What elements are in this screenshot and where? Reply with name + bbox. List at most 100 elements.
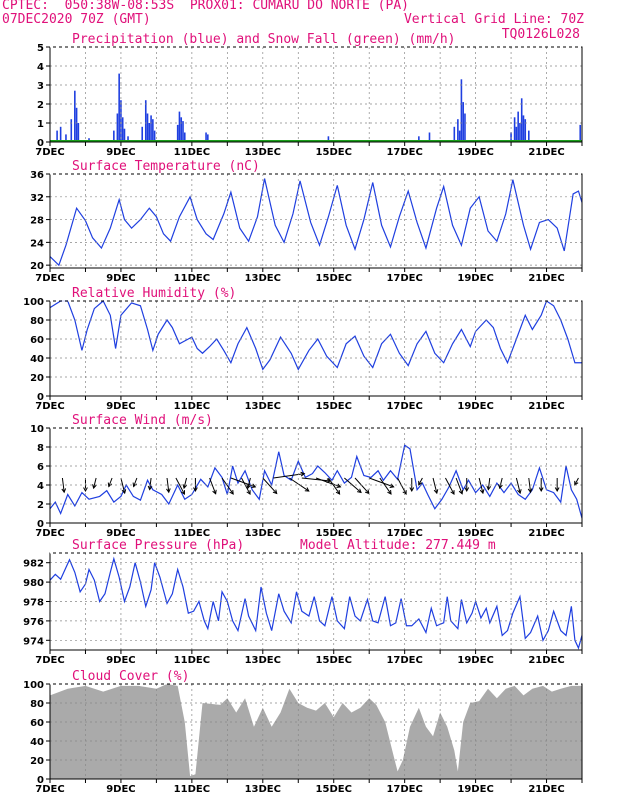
- precip-bar: [70, 119, 73, 142]
- y-tick-label: 20: [30, 261, 44, 272]
- panel-title: Surface Wind (m/s): [72, 413, 213, 428]
- x-tick-label: 13DEC: [245, 273, 281, 284]
- precip-bar: [522, 115, 525, 142]
- y-tick-label: 980: [23, 578, 44, 589]
- y-tick-label: 100: [23, 680, 44, 691]
- x-tick-label: 11DEC: [174, 528, 210, 539]
- y-tick-label: 60: [30, 335, 44, 346]
- precip-bar: [121, 117, 124, 142]
- wind-arrow: [247, 477, 251, 489]
- series-line: [49, 444, 583, 519]
- precip-bar: [464, 113, 466, 142]
- wind-arrow-head: [166, 488, 171, 494]
- y-tick-label: 0: [37, 775, 44, 786]
- x-tick-label: 11DEC: [174, 655, 210, 666]
- panel-frame: [49, 46, 583, 143]
- precip-bar: [428, 132, 431, 142]
- wind-arrow-head: [357, 488, 362, 494]
- precip-bar: [519, 123, 521, 142]
- precip-bar: [182, 121, 184, 142]
- x-tick-label: 7DEC: [35, 528, 64, 539]
- wind-arrow-head: [92, 484, 97, 490]
- precip-bar: [528, 130, 530, 142]
- wind-arrow-head: [229, 489, 234, 495]
- wind-arrow: [397, 477, 407, 495]
- series-line: [49, 300, 582, 371]
- wind-arrow-head: [409, 487, 415, 493]
- header-line1: CPTEC: 050:38W-08:53S PROX01: CUMARU DO …: [2, 0, 409, 13]
- panel-5: Surface Pressure (hPa) Model Altitude: 27…: [23, 538, 583, 666]
- wind-arrow: [183, 477, 188, 489]
- x-tick-label: 7DEC: [35, 655, 64, 666]
- precip-bar: [150, 115, 152, 142]
- y-tick-label: 60: [30, 718, 44, 729]
- wind-arrow: [478, 477, 484, 494]
- y-tick-label: 8: [37, 443, 44, 454]
- precip-bar: [462, 102, 464, 142]
- wind-arrow-head: [180, 490, 185, 495]
- x-tick-label: 21DEC: [528, 528, 564, 539]
- panel-4: Surface Wind (m/s) 0 2 4 6 8 10 7DEC 9DEC 11DEC 13…: [30, 413, 583, 539]
- precip-bar: [327, 136, 330, 142]
- precip-bar: [56, 130, 58, 142]
- precip-bar: [74, 90, 76, 142]
- wind-arrow-head: [479, 489, 485, 495]
- cloud-cover-area: [50, 684, 582, 779]
- wind-arrow-head: [212, 489, 217, 495]
- x-tick-label: 15DEC: [316, 784, 352, 795]
- precip-bar: [418, 136, 420, 142]
- x-tick-label: 13DEC: [245, 147, 281, 158]
- x-tick-label: 21DEC: [528, 147, 564, 158]
- wind-arrow-head: [418, 480, 423, 486]
- x-tick-label: 21DEC: [528, 273, 564, 284]
- wind-arrow-head: [387, 489, 392, 495]
- wind-arrow-head: [574, 480, 579, 486]
- wind-arrow-head: [458, 489, 464, 495]
- wind-arrow-head: [304, 487, 310, 492]
- precip-bar: [152, 119, 154, 142]
- x-tick-label: 11DEC: [174, 784, 210, 795]
- precip-bar: [146, 113, 149, 142]
- x-tick-label: 7DEC: [35, 273, 64, 284]
- y-tick-label: 4: [37, 481, 44, 492]
- wind-arrow-head: [538, 487, 544, 493]
- x-tick-label: 19DEC: [457, 528, 493, 539]
- precip-bar: [127, 136, 129, 142]
- y-tick-label: 36: [30, 170, 44, 181]
- x-tick-label: 19DEC: [457, 401, 493, 412]
- precip-bar: [176, 124, 179, 142]
- panel-title: Surface Pressure (hPa): [72, 538, 244, 553]
- x-tick-label: 19DEC: [457, 655, 493, 666]
- wind-arrow-head: [336, 483, 342, 488]
- y-tick-label: 0: [37, 519, 44, 530]
- y-tick-label: 10: [30, 424, 44, 435]
- y-tick-label: 80: [30, 316, 44, 327]
- y-tick-label: 982: [23, 559, 44, 570]
- precip-bar: [524, 119, 527, 142]
- x-tick-label: 17DEC: [386, 273, 422, 284]
- precip-bar: [460, 79, 463, 142]
- panel-title: Cloud Cover (%): [72, 669, 189, 684]
- x-tick-label: 19DEC: [457, 147, 493, 158]
- precip-bar: [180, 117, 183, 142]
- precip-bar: [75, 107, 78, 142]
- x-tick-label: 7DEC: [35, 401, 64, 412]
- x-tick-label: 7DEC: [35, 784, 64, 795]
- panel-frame: [49, 173, 583, 269]
- x-tick-label: 13DEC: [245, 401, 281, 412]
- wind-arrow: [273, 473, 305, 479]
- wind-arrow: [241, 477, 251, 495]
- wind-arrow: [149, 477, 152, 490]
- wind-arrow: [369, 477, 394, 488]
- precip-bar: [579, 124, 582, 142]
- wind-arrow: [445, 477, 455, 495]
- x-tick-label: 17DEC: [386, 528, 422, 539]
- precip-bar: [65, 134, 67, 142]
- wind-arrow: [515, 477, 521, 494]
- x-tick-label: 21DEC: [528, 655, 564, 666]
- x-tick-label: 15DEC: [316, 401, 352, 412]
- wind-arrow: [120, 477, 126, 494]
- wind-arrow-head: [61, 488, 67, 494]
- wind-arrow-head: [251, 483, 257, 488]
- x-tick-label: 11DEC: [174, 273, 210, 284]
